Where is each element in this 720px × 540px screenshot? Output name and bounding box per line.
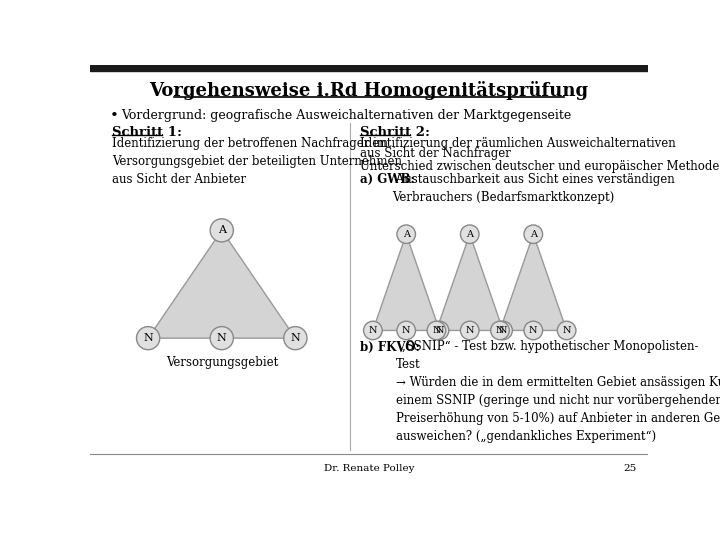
Circle shape [557, 321, 576, 340]
Circle shape [431, 321, 449, 340]
Text: N: N [529, 326, 538, 335]
Bar [90, 65, 648, 71]
Text: N: N [466, 326, 474, 335]
Text: A: A [402, 230, 410, 239]
Circle shape [364, 321, 382, 340]
Text: Vorgehensweise i.Rd Homogenitätsprüfung: Vorgehensweise i.Rd Homogenitätsprüfung [150, 82, 588, 100]
Text: Unterschied zwischen deutscher und europäischer Methode: Unterschied zwischen deutscher und europ… [360, 159, 719, 172]
Text: A: A [467, 230, 473, 239]
Text: Dr. Renate Polley: Dr. Renate Polley [324, 464, 414, 472]
Circle shape [427, 321, 446, 340]
Text: •: • [110, 110, 119, 124]
Circle shape [137, 327, 160, 350]
Text: N: N [436, 326, 444, 335]
Polygon shape [373, 234, 439, 330]
Circle shape [397, 321, 415, 340]
Text: Versorgungsgebiet: Versorgungsgebiet [166, 356, 278, 369]
Text: Identifizierung der betroffenen Nachfrager im
Versorgungsgebiet der beteiligten : Identifizierung der betroffenen Nachfrag… [112, 137, 402, 186]
Text: Schritt 1:: Schritt 1: [112, 126, 181, 139]
Text: N: N [562, 326, 571, 335]
Circle shape [490, 321, 509, 340]
Text: N: N [496, 326, 504, 335]
Text: N: N [369, 326, 377, 335]
Text: Identifizierung der räumlichen Ausweichalternativen: Identifizierung der räumlichen Ausweicha… [360, 137, 675, 150]
Circle shape [397, 225, 415, 244]
Text: b) FKVO:: b) FKVO: [360, 340, 420, 354]
Circle shape [524, 225, 543, 244]
Text: A: A [530, 230, 537, 239]
Text: N: N [499, 326, 508, 335]
Text: 25: 25 [623, 464, 636, 472]
Text: Schritt 2:: Schritt 2: [360, 126, 430, 139]
Text: „SSNIP“ - Test bzw. hypothetischer Monopolisten-
Test
→ Würden die in dem ermitt: „SSNIP“ - Test bzw. hypothetischer Monop… [396, 340, 720, 443]
Text: N: N [432, 326, 441, 335]
Circle shape [210, 327, 233, 350]
Text: N: N [217, 333, 227, 343]
Text: A: A [217, 225, 226, 235]
Circle shape [461, 321, 479, 340]
Circle shape [210, 219, 233, 242]
Circle shape [461, 225, 479, 244]
Text: Austauschbarkeit aus Sicht eines verständigen
Verbrauchers (Bedarfsmarktkonzept): Austauschbarkeit aus Sicht eines verstän… [392, 173, 675, 204]
Circle shape [494, 321, 513, 340]
Text: N: N [143, 333, 153, 343]
Circle shape [284, 327, 307, 350]
Polygon shape [500, 234, 567, 330]
Polygon shape [436, 234, 503, 330]
Circle shape [524, 321, 543, 340]
Text: aus Sicht der Nachfrager: aus Sicht der Nachfrager [360, 147, 510, 160]
Text: Vordergrund: geografische Ausweichalternativen der Marktgegenseite: Vordergrund: geografische Ausweichaltern… [121, 110, 571, 123]
Polygon shape [148, 231, 295, 338]
Text: a) GWB:: a) GWB: [360, 173, 415, 186]
Text: N: N [402, 326, 410, 335]
Text: N: N [290, 333, 300, 343]
